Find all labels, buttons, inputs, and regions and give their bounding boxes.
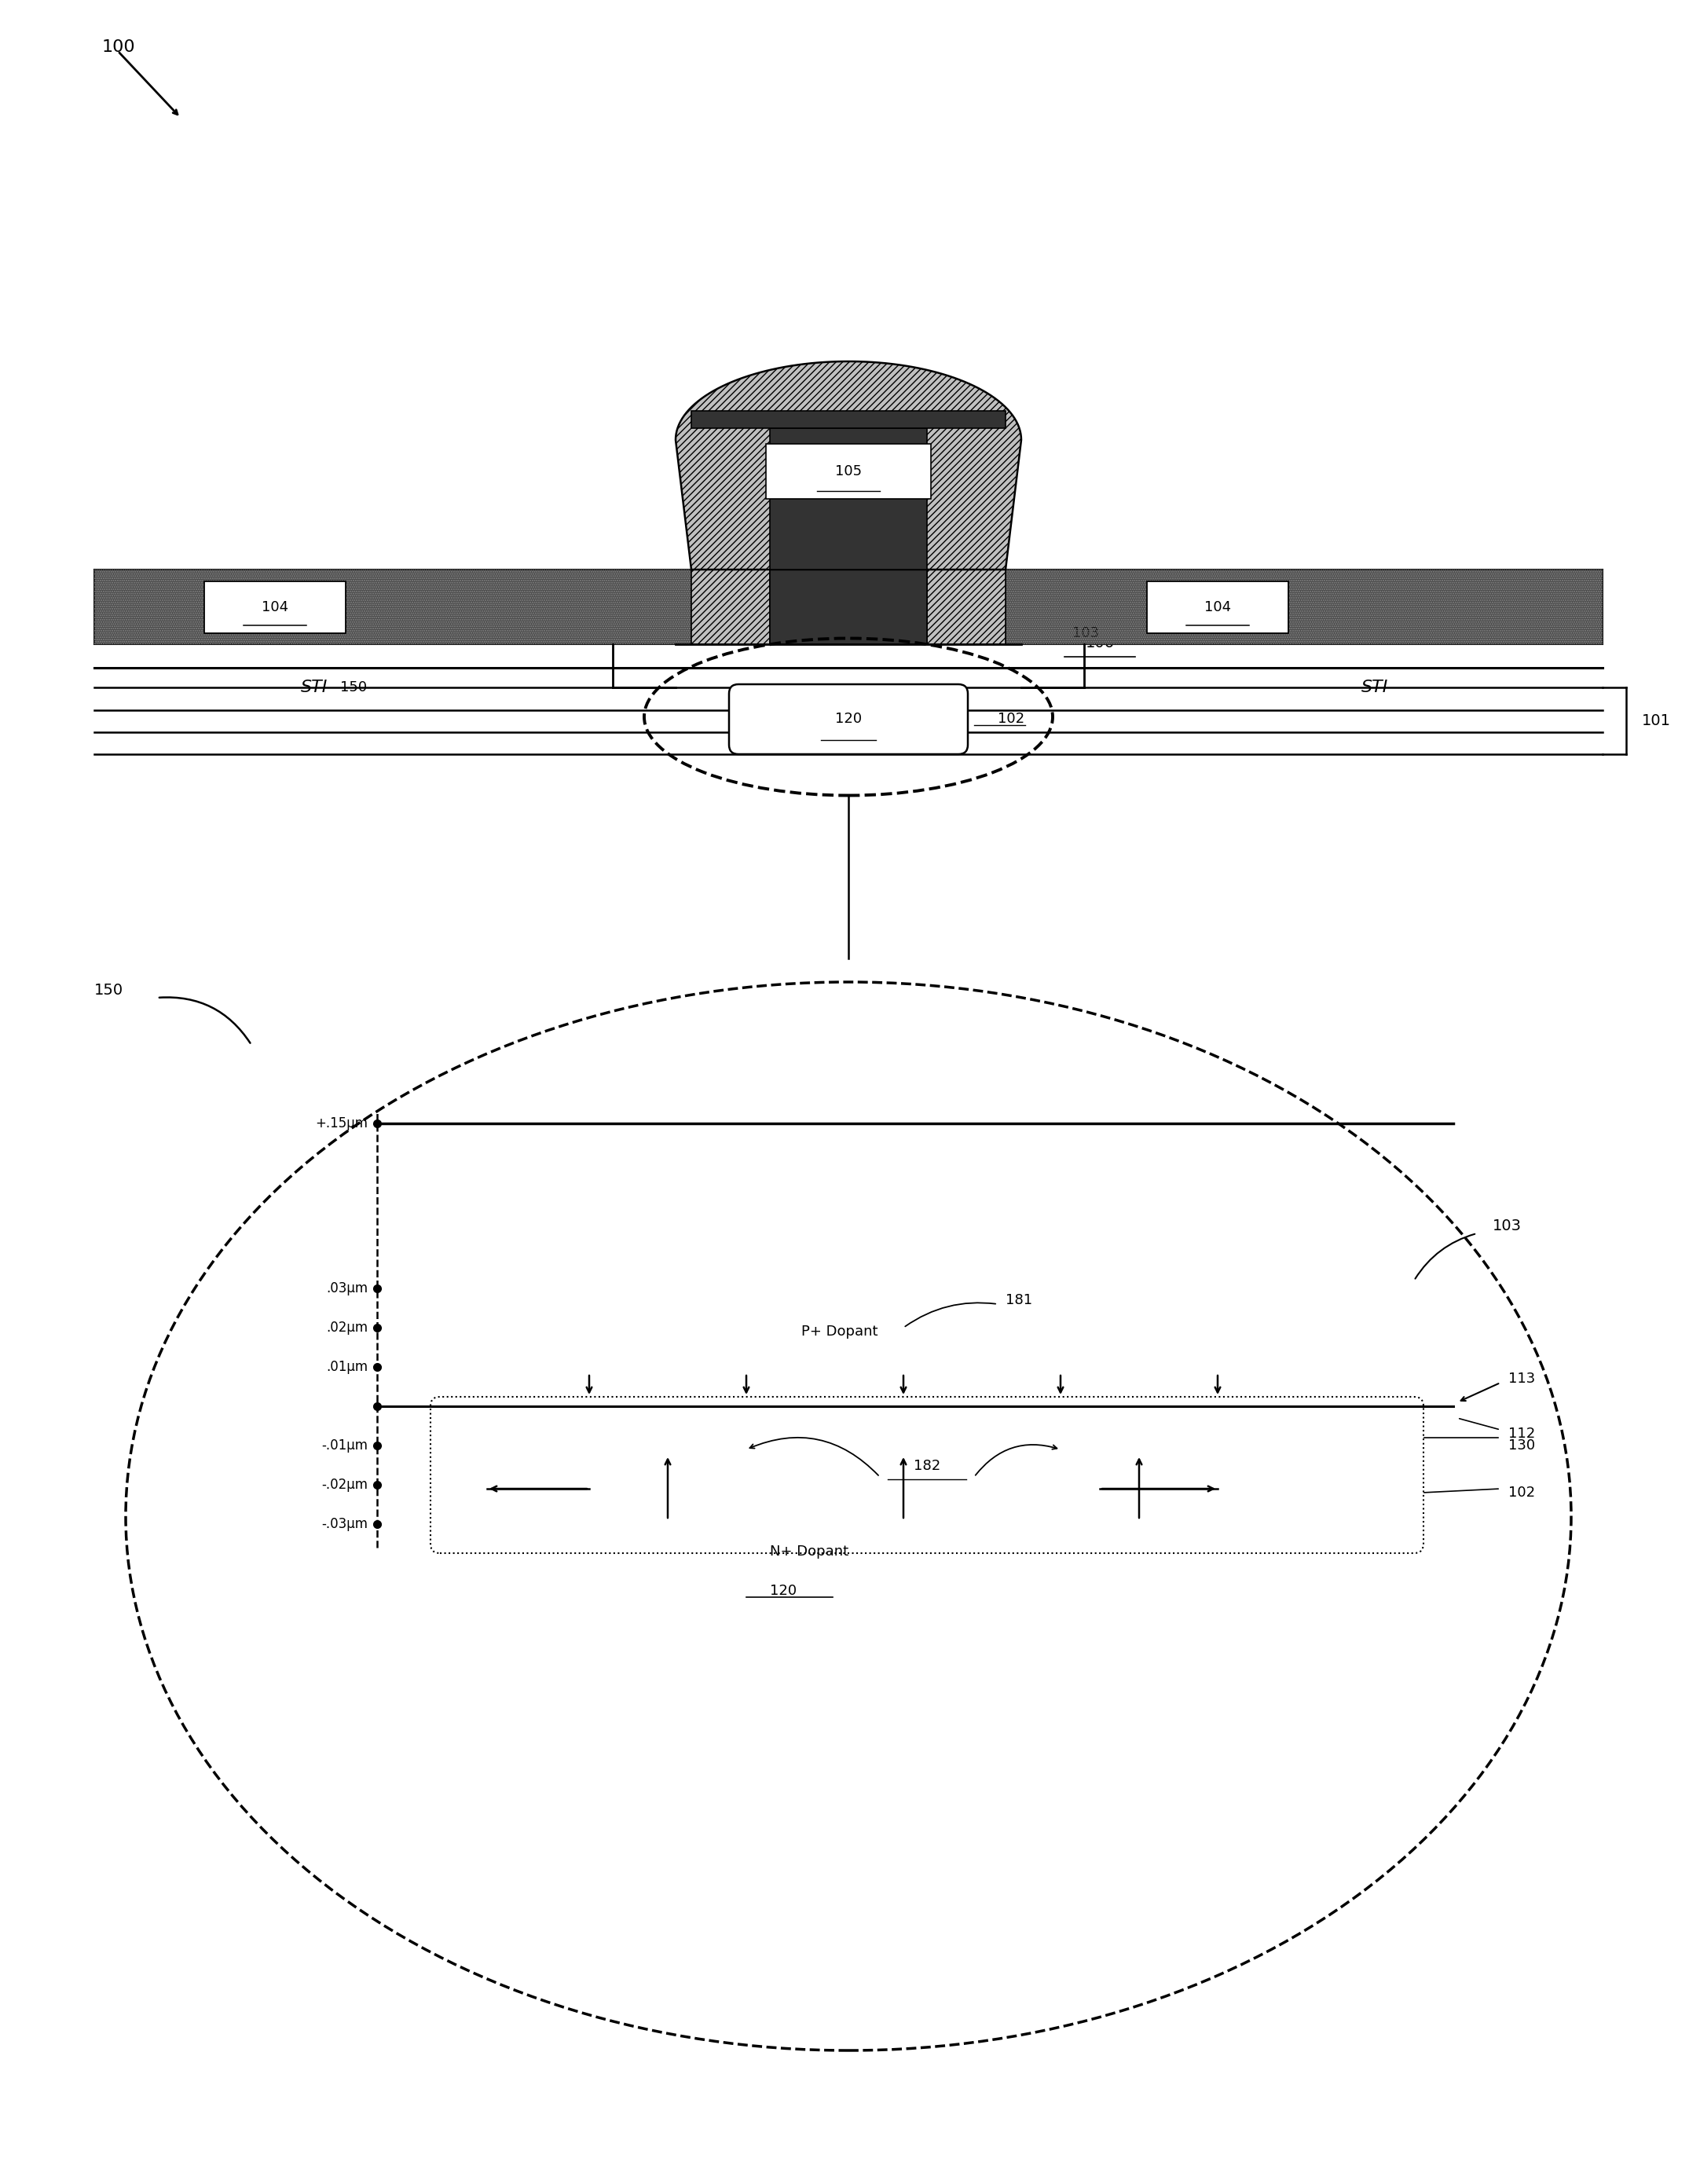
Text: N+ Dopant: N+ Dopant — [770, 1544, 848, 1559]
Text: 182: 182 — [913, 1459, 940, 1472]
Text: 150: 150 — [340, 681, 367, 695]
Polygon shape — [675, 360, 1022, 570]
Text: 100: 100 — [102, 39, 136, 55]
Text: .03μm: .03μm — [326, 1282, 367, 1295]
Text: -.03μm: -.03μm — [321, 1518, 367, 1531]
Text: 105: 105 — [835, 465, 862, 478]
Text: 104: 104 — [262, 601, 289, 614]
Text: STI: STI — [1362, 679, 1389, 695]
FancyBboxPatch shape — [204, 581, 345, 633]
Text: 181: 181 — [1005, 1293, 1032, 1308]
Text: 103: 103 — [1493, 1219, 1521, 1234]
FancyBboxPatch shape — [729, 684, 967, 753]
Bar — [93, 570, 692, 644]
Text: 120: 120 — [770, 1583, 797, 1599]
Bar — [1005, 570, 1603, 644]
Text: 120: 120 — [835, 712, 862, 727]
Text: 102: 102 — [998, 712, 1025, 727]
Bar — [770, 570, 926, 644]
Bar — [93, 570, 692, 644]
Bar — [692, 570, 770, 644]
Text: 150: 150 — [93, 983, 124, 998]
Text: +.15μm: +.15μm — [314, 1116, 367, 1131]
Bar — [692, 411, 1005, 428]
Bar — [1005, 570, 1603, 644]
Text: 101: 101 — [1642, 714, 1671, 727]
Text: 103: 103 — [1073, 627, 1100, 640]
Bar — [770, 428, 926, 570]
Text: .02μm: .02μm — [326, 1321, 367, 1334]
FancyBboxPatch shape — [767, 443, 932, 498]
Text: P+ Dopant: P+ Dopant — [801, 1324, 877, 1339]
Text: 112: 112 — [1508, 1426, 1535, 1441]
Text: 104: 104 — [1204, 601, 1231, 614]
Bar — [926, 570, 1005, 644]
Text: 130: 130 — [1508, 1439, 1535, 1452]
Text: STI: STI — [301, 679, 328, 695]
Text: 113: 113 — [1508, 1372, 1535, 1387]
Text: .01μm: .01μm — [326, 1361, 367, 1374]
Text: -.02μm: -.02μm — [321, 1479, 367, 1492]
Bar — [692, 570, 1005, 644]
Text: -.01μm: -.01μm — [321, 1439, 367, 1452]
Text: 102: 102 — [1508, 1485, 1535, 1500]
Text: 106: 106 — [1085, 636, 1114, 651]
FancyBboxPatch shape — [1148, 581, 1289, 633]
